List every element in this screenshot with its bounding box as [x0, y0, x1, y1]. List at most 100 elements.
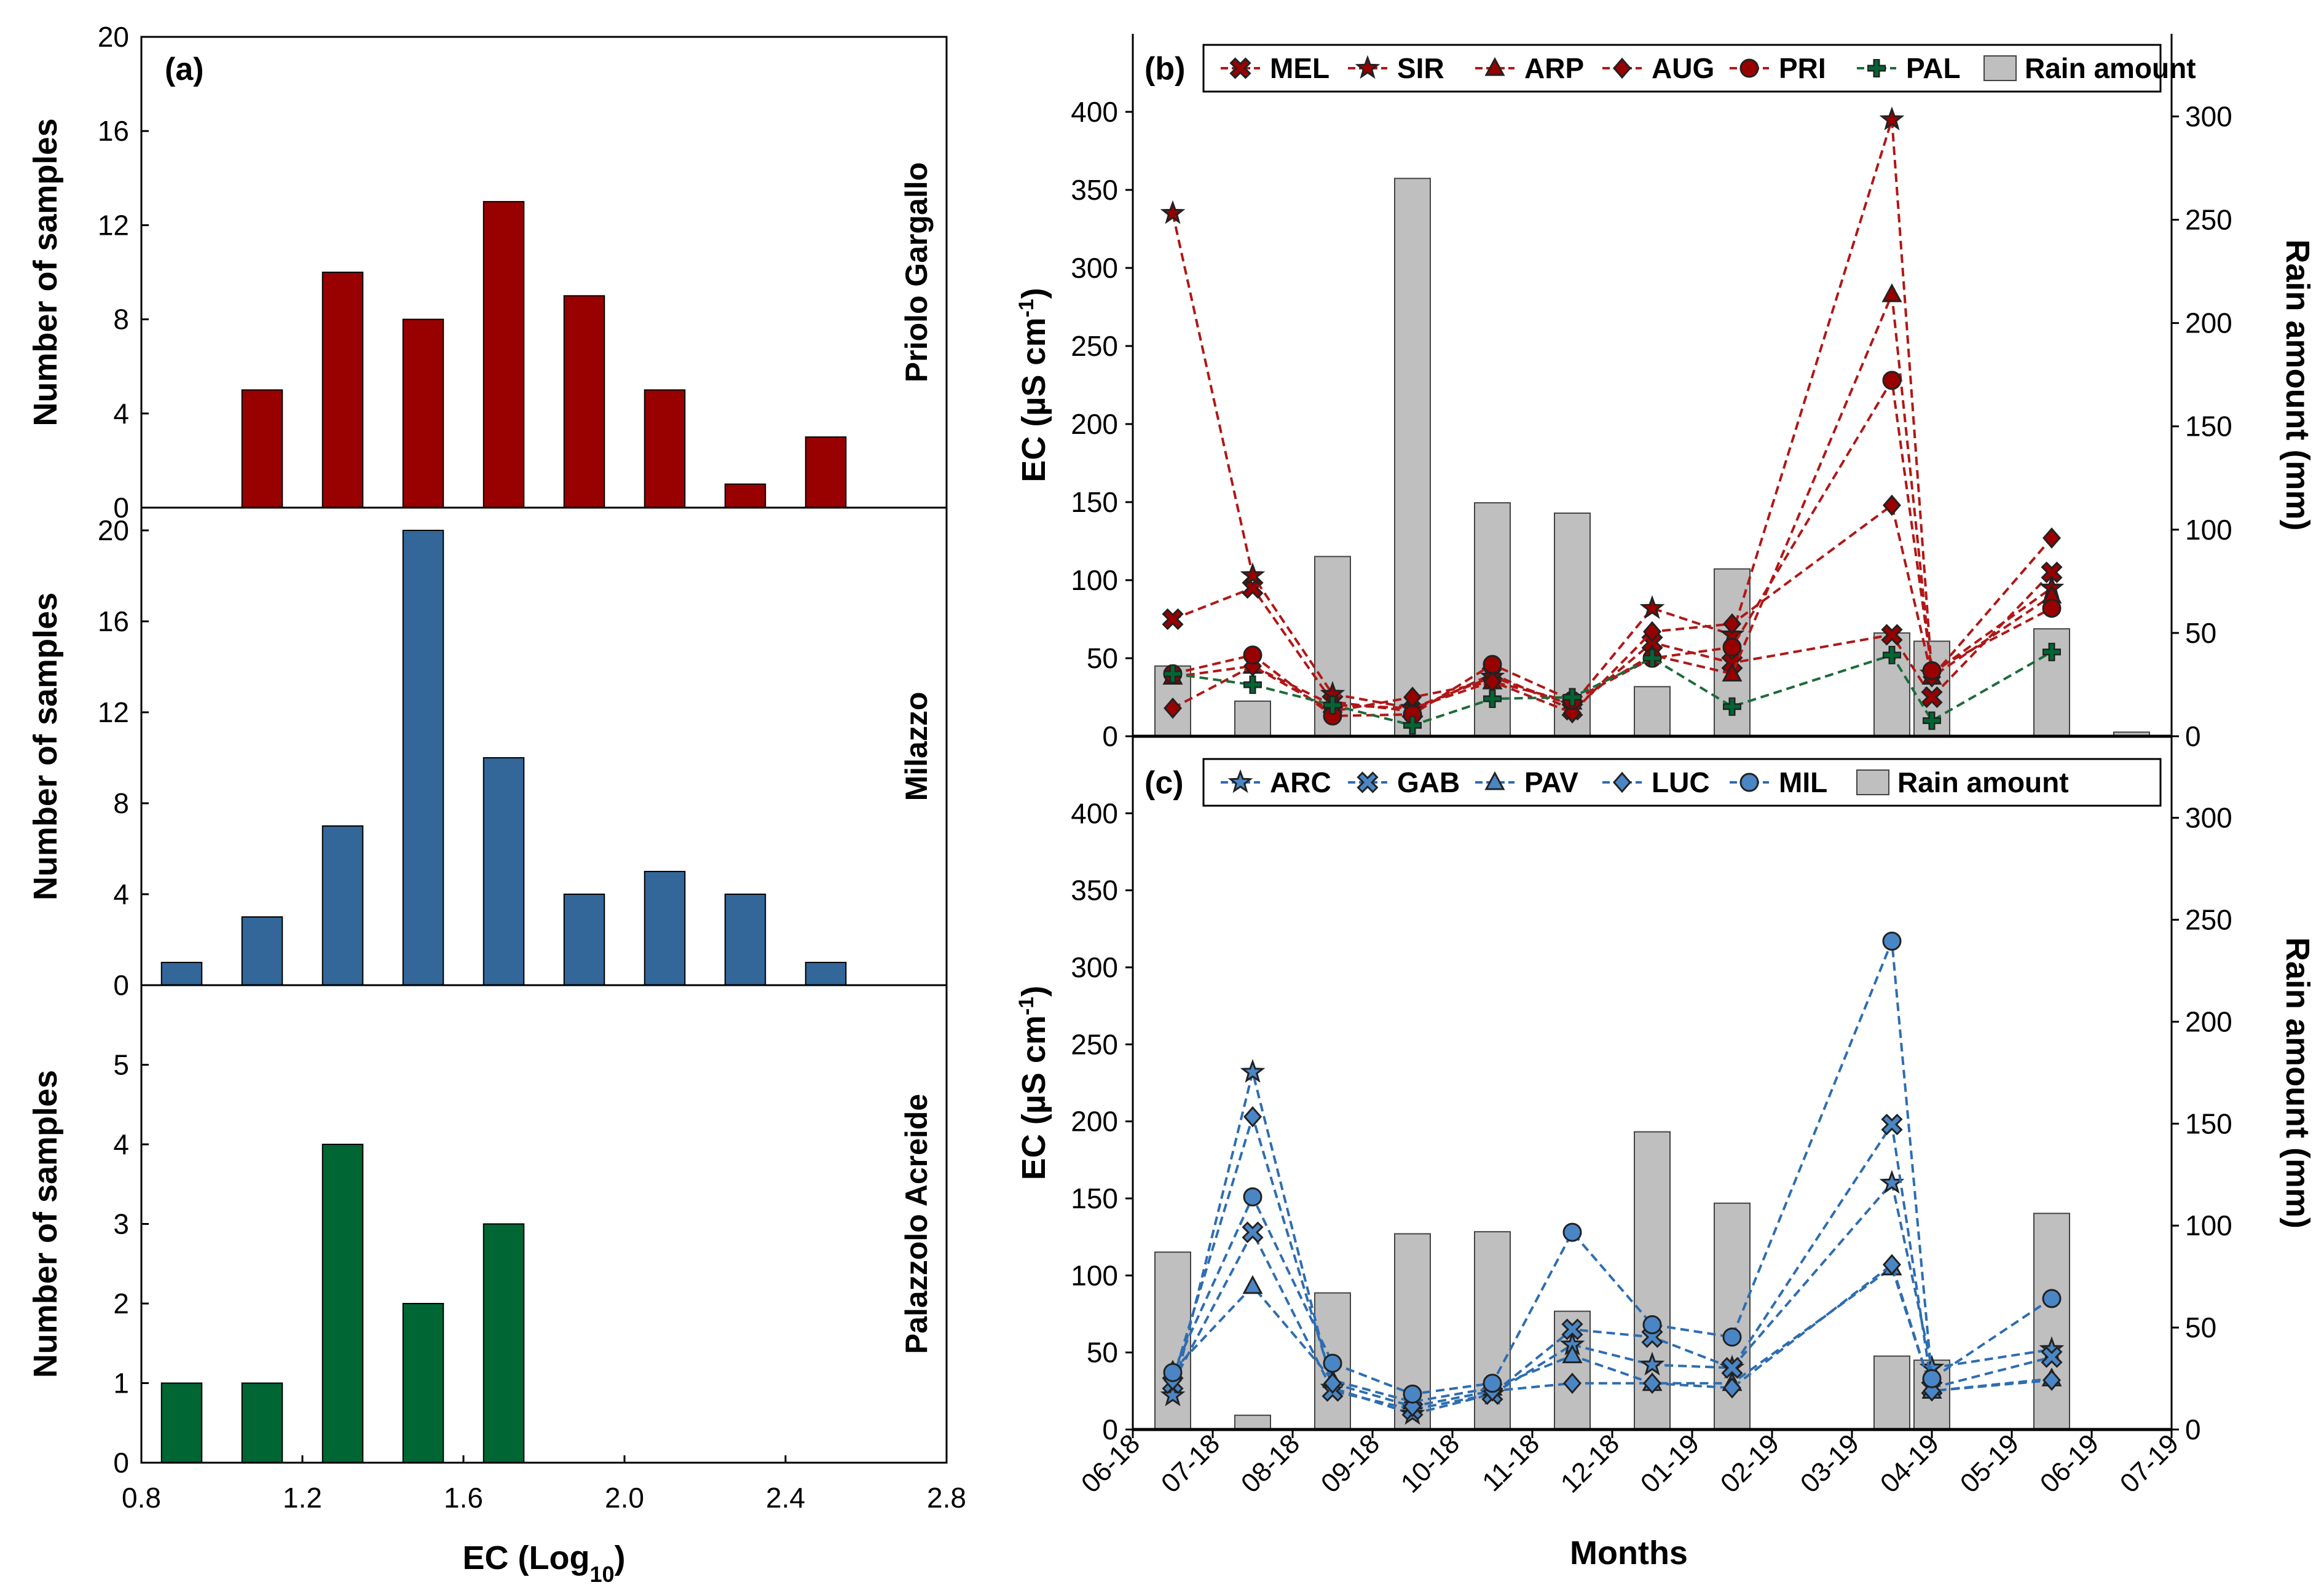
y-tick-label: 350: [1071, 174, 1118, 206]
rain-bar: [1234, 700, 1271, 737]
y2-tick-label: 0: [2185, 720, 2201, 752]
rain-bar: [1873, 1355, 1910, 1430]
data-point-inner: [1164, 611, 1181, 627]
data-point-inner: [1165, 666, 1181, 682]
legend-marker: [1355, 55, 1381, 79]
data-point: [1723, 613, 1741, 635]
histogram-bar: [321, 1144, 364, 1463]
y2-tick-label: 250: [2185, 204, 2232, 236]
series-luc: [1164, 1106, 2061, 1417]
data-point-inner: [1883, 1116, 1901, 1133]
data-point-inner: [1484, 691, 1500, 707]
data-point: [1722, 1327, 1742, 1347]
histogram-bar: [644, 389, 686, 508]
histogram-bar: [644, 871, 686, 986]
y-axis-label: Number of samples: [27, 1070, 64, 1378]
histogram-bar: [483, 201, 525, 508]
data-point: [1242, 1275, 1263, 1294]
histogram-bar: [724, 483, 766, 509]
panel-label: (a): [165, 52, 204, 87]
y-tick-label: 400: [1071, 96, 1118, 128]
rain-bar: [1394, 178, 1431, 737]
y-tick-label: 400: [1071, 797, 1118, 829]
x-tick-label: 05-19: [1955, 1428, 2025, 1498]
data-point-inner: [1325, 697, 1341, 714]
legend-marker: [1739, 773, 1759, 792]
series-line: [1172, 294, 2053, 710]
histogram-bar: [805, 962, 847, 986]
histogram-bar: [160, 1382, 203, 1463]
y-tick-label: 12: [98, 209, 129, 241]
data-point-inner: [1724, 698, 1740, 715]
x-tick-label: 02-19: [1715, 1428, 1785, 1498]
y-tick-label: 16: [98, 605, 129, 637]
x-tick-label: 0.8: [122, 1482, 161, 1514]
y-tick-label: 350: [1071, 875, 1118, 907]
legend-label: AUG: [1652, 52, 1714, 84]
legend-label: GAB: [1397, 766, 1460, 798]
subplot-frame: [140, 506, 948, 986]
y-tick-label: 8: [113, 787, 129, 819]
data-point: [1243, 645, 1262, 665]
data-point-inner: [2044, 643, 2060, 660]
data-point-inner: [1245, 677, 1261, 693]
legend-marker-inner: [1869, 60, 1885, 76]
y-tick-label: 50: [1087, 1337, 1118, 1369]
legend-marker: [1613, 771, 1631, 793]
data-point-inner: [1923, 689, 1940, 706]
data-point: [1160, 1382, 1186, 1407]
data-point: [1240, 562, 1266, 586]
data-point: [1883, 494, 1901, 516]
x-tick-label: 11-18: [1476, 1428, 1545, 1497]
data-point: [1483, 655, 1502, 674]
site-label: Milazzo: [899, 692, 934, 801]
x-tick-label: 04-19: [1875, 1428, 1945, 1498]
data-point: [1240, 1059, 1266, 1083]
y-tick-label: 4: [113, 398, 129, 430]
series-line: [1172, 940, 2053, 1396]
y-tick-label: 12: [98, 696, 129, 728]
data-point-inner: [1404, 717, 1420, 734]
y-tick-label: 300: [1071, 951, 1118, 983]
data-point: [1563, 1372, 1582, 1394]
x-axis-label: EC (Log10): [463, 1540, 626, 1585]
legend-marker: [1484, 57, 1505, 76]
data-point: [1403, 1384, 1422, 1404]
legend-marker: [1227, 769, 1253, 793]
data-point: [1562, 1222, 1582, 1242]
histogram-bar: [321, 272, 364, 508]
x-tick-label: 12-18: [1555, 1428, 1625, 1498]
x-tick-label: 2.0: [605, 1482, 644, 1514]
data-point-inner: [1564, 689, 1580, 706]
data-point: [1562, 1344, 1583, 1364]
y2-tick-label: 200: [2185, 1005, 2232, 1037]
panel-label: (b): [1144, 51, 1185, 87]
data-point: [1882, 371, 1902, 390]
data-point: [1882, 931, 1902, 951]
histogram-bar: [402, 1303, 444, 1463]
y2-tick-label: 100: [2185, 1209, 2232, 1241]
data-point-inner: [1244, 1224, 1261, 1241]
rain-bar: [1234, 1414, 1271, 1430]
y-tick-label: 8: [113, 304, 129, 336]
panel-label: (c): [1144, 765, 1184, 801]
data-point: [1642, 1315, 1662, 1335]
y-tick-label: 300: [1071, 252, 1118, 284]
data-point: [1323, 1353, 1342, 1373]
y-axis-label: Number of samples: [27, 118, 64, 426]
data-point-inner: [1723, 1359, 1741, 1377]
y-axis-label: Number of samples: [27, 592, 64, 900]
histogram-bar: [563, 295, 605, 508]
y-tick-label: 4: [113, 1128, 129, 1160]
data-point: [1243, 1187, 1262, 1206]
series-line: [1172, 119, 2053, 710]
histogram-bar: [402, 530, 444, 986]
legend: MEL SIR ARP AUG PRI PAL Rain amount: [1202, 44, 2196, 93]
legend-marker-inner: [1232, 60, 1249, 77]
legend-marker: [1739, 58, 1759, 78]
histogram-bar: [402, 318, 444, 508]
series-line: [1172, 376, 2052, 718]
data-point: [1639, 1351, 1665, 1376]
y-tick-label: 0: [1102, 720, 1118, 752]
